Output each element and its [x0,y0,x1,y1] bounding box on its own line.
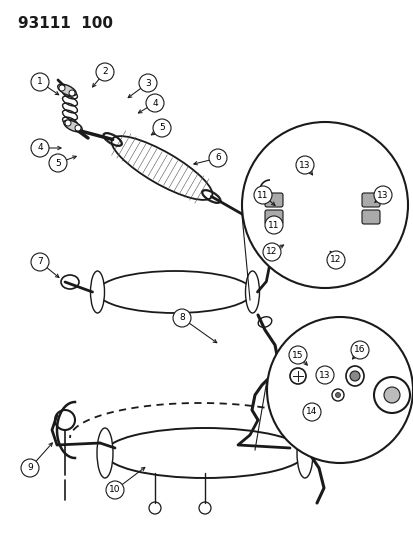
Text: 13: 13 [299,160,310,169]
Text: 4: 4 [152,99,157,108]
Circle shape [262,243,280,261]
Circle shape [264,216,282,234]
Circle shape [266,317,412,463]
Circle shape [326,251,344,269]
Circle shape [254,186,271,204]
FancyBboxPatch shape [264,210,282,224]
FancyBboxPatch shape [264,193,282,207]
Circle shape [295,156,313,174]
Text: 93111  100: 93111 100 [18,16,113,31]
Text: 13: 13 [318,370,330,379]
Circle shape [96,63,114,81]
Circle shape [153,119,171,137]
Text: 13: 13 [376,190,388,199]
Circle shape [302,403,320,421]
Ellipse shape [105,428,304,478]
Text: 5: 5 [55,158,61,167]
Circle shape [315,366,333,384]
Circle shape [31,73,49,91]
Circle shape [49,154,67,172]
Circle shape [106,481,124,499]
Circle shape [31,253,49,271]
Text: 12: 12 [330,255,341,264]
Ellipse shape [64,120,82,132]
Circle shape [242,122,407,288]
Circle shape [65,120,71,126]
Circle shape [173,309,190,327]
Text: 11: 11 [268,221,279,230]
Text: 12: 12 [266,247,277,256]
Circle shape [331,389,343,401]
Ellipse shape [97,271,252,313]
Circle shape [373,377,409,413]
FancyBboxPatch shape [361,193,379,207]
Text: 7: 7 [37,257,43,266]
Text: 14: 14 [306,408,317,416]
Text: 11: 11 [256,190,268,199]
Circle shape [289,368,305,384]
Text: 8: 8 [179,313,185,322]
Text: 5: 5 [159,124,164,133]
Circle shape [350,341,368,359]
Text: 2: 2 [102,68,107,77]
Text: 16: 16 [354,345,365,354]
Circle shape [349,371,359,381]
Circle shape [69,90,75,96]
Circle shape [288,346,306,364]
Circle shape [59,85,65,91]
Ellipse shape [296,428,312,478]
FancyBboxPatch shape [361,210,379,224]
Text: 6: 6 [215,154,221,163]
Circle shape [31,139,49,157]
Ellipse shape [57,84,76,96]
Circle shape [383,387,399,403]
Ellipse shape [345,366,363,386]
Circle shape [21,459,39,477]
Circle shape [209,149,226,167]
Circle shape [373,186,391,204]
Text: 9: 9 [27,464,33,472]
Text: 1: 1 [37,77,43,86]
Circle shape [75,125,81,131]
Ellipse shape [245,271,259,313]
Text: 4: 4 [37,143,43,152]
Circle shape [146,94,164,112]
Ellipse shape [111,136,212,200]
Text: 10: 10 [109,486,121,495]
Text: 3: 3 [145,78,150,87]
Ellipse shape [90,271,104,313]
Ellipse shape [97,428,113,478]
Circle shape [139,74,157,92]
Text: 15: 15 [292,351,303,359]
Circle shape [335,392,339,398]
